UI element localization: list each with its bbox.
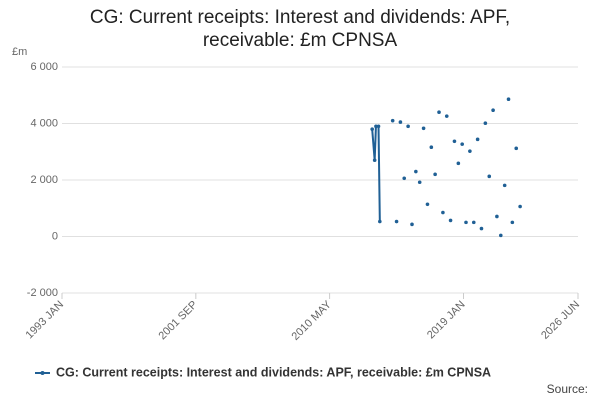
data-point: [410, 222, 414, 227]
data-point: [475, 137, 480, 142]
data-point: [468, 149, 472, 153]
data-point: [487, 174, 492, 179]
data-point: [498, 233, 503, 238]
data-point: [483, 121, 488, 126]
data-point: [456, 161, 461, 166]
chart-title: CG: Current receipts: Interest and divid…: [89, 7, 511, 51]
data-point: [402, 176, 407, 181]
data-point: [421, 126, 426, 131]
data-point: [398, 120, 403, 124]
data-point: [437, 110, 441, 114]
data-point: [464, 220, 468, 225]
y-tick-label: 0: [52, 230, 58, 242]
data-point: [448, 218, 453, 223]
data-point: [514, 146, 519, 151]
data-point: [518, 204, 522, 209]
data-point: [394, 219, 399, 224]
data-point: [425, 202, 430, 207]
data-point: [441, 210, 445, 215]
legend-label: CG: Current receipts: Interest and divid…: [56, 365, 491, 379]
data-point: [414, 169, 418, 174]
data-point: [429, 145, 434, 150]
legend-marker: [40, 371, 45, 375]
data-point: [495, 214, 499, 219]
data-point: [376, 124, 381, 129]
data-point: [417, 180, 422, 185]
data-point: [390, 118, 395, 123]
data-point: [471, 220, 476, 225]
data-point: [506, 97, 511, 102]
data-point: [502, 183, 507, 188]
data-point: [374, 124, 378, 129]
data-point: [406, 124, 410, 129]
x-tick-label: 2019 JAN: [425, 299, 468, 342]
y-tick-label: 4 000: [30, 117, 58, 129]
data-point: [491, 108, 495, 113]
x-tick-label: 2010 MAY: [290, 298, 335, 343]
data-point: [372, 158, 377, 163]
data-point: [460, 142, 464, 146]
y-tick-label: -2 000: [27, 287, 58, 299]
source-label: Source:: [547, 382, 588, 396]
y-unit: £m: [12, 46, 27, 58]
data-point: [510, 220, 515, 225]
data-point: [433, 172, 437, 177]
x-tick-label: 2001 SEP: [156, 299, 200, 343]
data-point: [452, 139, 457, 144]
data-point: [370, 127, 374, 131]
x-tick-label: 2026 JUN: [539, 299, 582, 342]
series-line: [372, 126, 520, 221]
data-point: [479, 226, 484, 231]
y-tick-label: 2 000: [30, 174, 58, 186]
x-tick-label: 1993 JAN: [24, 299, 67, 342]
y-tick-label: 6 000: [30, 61, 58, 73]
data-point: [444, 114, 449, 118]
data-point: [378, 219, 382, 224]
